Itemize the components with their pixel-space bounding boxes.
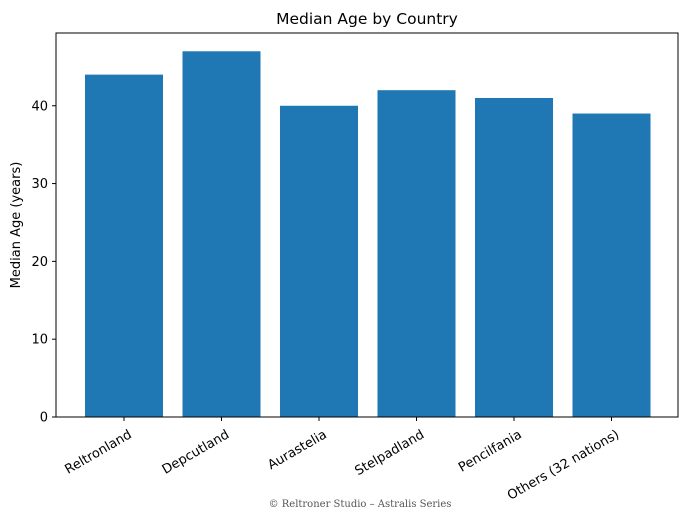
copyright-footer: © Reltroner Studio – Astralis Series [269,499,452,510]
bar-2 [280,105,358,418]
plot-area-frame [55,32,679,418]
x-tick-label-1: Depcutland [160,427,232,477]
bar-3 [377,90,456,417]
y-tick-label-0: 0 [40,411,48,426]
x-tick-label-0: Reltronland [63,427,135,477]
x-axis-ticks: Reltronland Depcutland Aurastelia Stelpadla… [63,417,622,504]
y-tick-label-4: 40 [31,99,48,114]
y-tick-label-3: 30 [31,177,48,192]
x-tick-label-4: Pencilfania [456,427,524,475]
bar-5 [572,113,651,417]
bars-group [85,51,651,418]
x-tick-label-3: Stelpadland [352,427,427,479]
x-tick-label-2: Aurastelia [265,427,329,473]
y-tick-label-2: 20 [31,255,48,270]
y-axis-label: Median Age (years) [9,162,24,289]
y-tick-label-1: 10 [31,333,48,348]
y-axis-ticks: 0 10 20 30 40 [31,99,56,426]
bar-4 [475,97,553,417]
chart-title: Median Age by Country [276,10,458,28]
bar-1 [182,51,261,418]
bar-0 [85,74,163,417]
